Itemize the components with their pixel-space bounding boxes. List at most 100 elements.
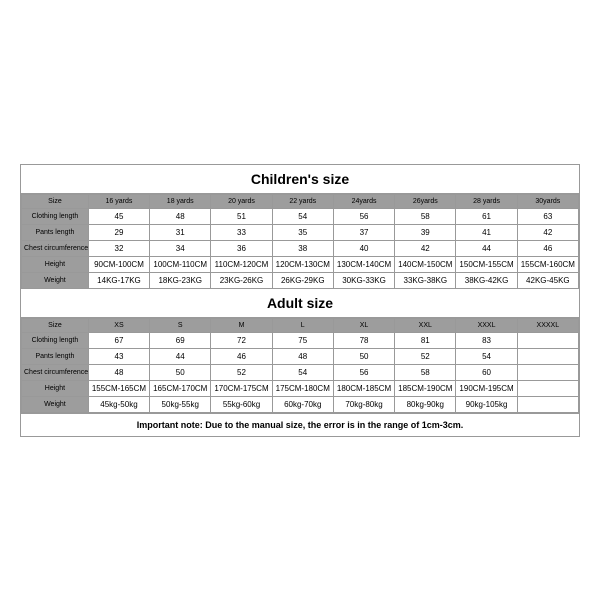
cell: 33 xyxy=(211,224,272,240)
cell: 50kg-55kg xyxy=(150,396,211,412)
cell: 30KG-33KG xyxy=(333,272,394,288)
cell: 43 xyxy=(88,348,149,364)
header-cell: 22 yards xyxy=(272,194,333,208)
cell: 175CM-180CM xyxy=(272,380,333,396)
cell: 190CM-195CM xyxy=(456,380,517,396)
cell: 81 xyxy=(395,332,456,348)
header-cell: L xyxy=(272,318,333,332)
cell: 45kg-50kg xyxy=(88,396,149,412)
header-cell: 20 yards xyxy=(211,194,272,208)
cell: 14KG-17KG xyxy=(88,272,149,288)
header-cell: 26yards xyxy=(395,194,456,208)
cell: 69 xyxy=(150,332,211,348)
cell: 48 xyxy=(272,348,333,364)
row-label: Clothing length xyxy=(22,332,89,348)
cell: 90kg-105kg xyxy=(456,396,517,412)
cell xyxy=(517,380,578,396)
header-cell: M xyxy=(211,318,272,332)
header-cell: 30yards xyxy=(517,194,578,208)
cell xyxy=(517,348,578,364)
cell: 63 xyxy=(517,208,578,224)
childrens-header-row: Size 16 yards 18 yards 20 yards 22 yards… xyxy=(22,194,579,208)
cell: 140CM-150CM xyxy=(395,256,456,272)
cell: 100CM-110CM xyxy=(150,256,211,272)
header-cell: XXL xyxy=(395,318,456,332)
cell: 46 xyxy=(517,240,578,256)
table-row: Chest circumference 1/248505254565860 xyxy=(22,364,579,380)
row-label: Height xyxy=(22,256,89,272)
header-cell: XXXXL xyxy=(517,318,578,332)
table-row: Height90CM-100CM100CM-110CM110CM-120CM12… xyxy=(22,256,579,272)
cell: 130CM-140CM xyxy=(333,256,394,272)
cell: 180CM-185CM xyxy=(333,380,394,396)
cell: 72 xyxy=(211,332,272,348)
cell: 41 xyxy=(456,224,517,240)
cell: 120CM-130CM xyxy=(272,256,333,272)
cell: 26KG-29KG xyxy=(272,272,333,288)
header-cell: 28 yards xyxy=(456,194,517,208)
cell: 80kg-90kg xyxy=(395,396,456,412)
row-label: Clothing length xyxy=(22,208,89,224)
size-chart: Children's size Size 16 yards 18 yards 2… xyxy=(20,164,580,437)
header-cell: 24yards xyxy=(333,194,394,208)
cell: 35 xyxy=(272,224,333,240)
row-label: Chest circumference 1/2 xyxy=(22,364,89,380)
cell: 110CM-120CM xyxy=(211,256,272,272)
important-note: Important note: Due to the manual size, … xyxy=(21,413,579,436)
childrens-title: Children's size xyxy=(21,165,579,194)
header-cell: XXXL xyxy=(456,318,517,332)
childrens-table: Size 16 yards 18 yards 20 yards 22 yards… xyxy=(21,194,579,289)
row-label: Pants length xyxy=(22,348,89,364)
header-cell: 18 yards xyxy=(150,194,211,208)
table-row: Height155CM-165CM165CM-170CM170CM-175CM1… xyxy=(22,380,579,396)
row-label: Weight xyxy=(22,272,89,288)
cell: 70kg-80kg xyxy=(333,396,394,412)
cell: 170CM-175CM xyxy=(211,380,272,396)
table-row: Clothing length67697275788183 xyxy=(22,332,579,348)
cell: 42KG-45KG xyxy=(517,272,578,288)
cell: 50 xyxy=(333,348,394,364)
cell: 29 xyxy=(88,224,149,240)
cell: 78 xyxy=(333,332,394,348)
cell: 150CM-155CM xyxy=(456,256,517,272)
adult-table: Size XS S M L XL XXL XXXL XXXXL Clothing… xyxy=(21,318,579,413)
table-row: Pants length43444648505254 xyxy=(22,348,579,364)
cell: 60 xyxy=(456,364,517,380)
row-label: Weight xyxy=(22,396,89,412)
cell: 44 xyxy=(456,240,517,256)
cell: 44 xyxy=(150,348,211,364)
header-cell: S xyxy=(150,318,211,332)
cell: 32 xyxy=(88,240,149,256)
cell: 23KG-26KG xyxy=(211,272,272,288)
row-label: Chest circumference 1/2 xyxy=(22,240,89,256)
cell: 18KG-23KG xyxy=(150,272,211,288)
cell: 54 xyxy=(272,208,333,224)
row-label: Height xyxy=(22,380,89,396)
cell: 36 xyxy=(211,240,272,256)
cell: 48 xyxy=(150,208,211,224)
header-cell: Size xyxy=(22,194,89,208)
cell: 90CM-100CM xyxy=(88,256,149,272)
header-cell: XS xyxy=(88,318,149,332)
cell: 61 xyxy=(456,208,517,224)
cell: 31 xyxy=(150,224,211,240)
cell: 38 xyxy=(272,240,333,256)
cell xyxy=(517,396,578,412)
cell: 46 xyxy=(211,348,272,364)
cell: 42 xyxy=(517,224,578,240)
cell: 40 xyxy=(333,240,394,256)
cell: 155CM-165CM xyxy=(88,380,149,396)
cell: 75 xyxy=(272,332,333,348)
cell: 165CM-170CM xyxy=(150,380,211,396)
cell: 56 xyxy=(333,364,394,380)
header-cell: Size xyxy=(22,318,89,332)
table-row: Weight14KG-17KG18KG-23KG23KG-26KG26KG-29… xyxy=(22,272,579,288)
cell: 55kg-60kg xyxy=(211,396,272,412)
cell: 52 xyxy=(395,348,456,364)
cell: 50 xyxy=(150,364,211,380)
cell: 38KG-42KG xyxy=(456,272,517,288)
header-cell: XL xyxy=(333,318,394,332)
cell xyxy=(517,364,578,380)
cell: 52 xyxy=(211,364,272,380)
cell: 33KG-38KG xyxy=(395,272,456,288)
